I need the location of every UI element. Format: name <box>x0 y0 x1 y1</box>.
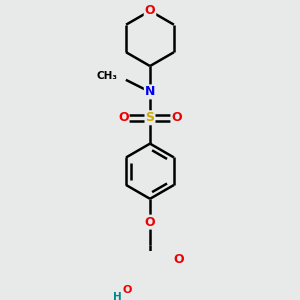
Text: H: H <box>113 292 122 300</box>
Text: O: O <box>145 216 155 229</box>
Text: O: O <box>145 4 155 17</box>
Text: N: N <box>145 85 155 98</box>
Text: CH₃: CH₃ <box>96 71 117 81</box>
Text: O: O <box>171 111 182 124</box>
Text: O: O <box>118 111 129 124</box>
Text: O: O <box>122 285 131 295</box>
Text: O: O <box>173 253 184 266</box>
Text: S: S <box>146 111 154 124</box>
